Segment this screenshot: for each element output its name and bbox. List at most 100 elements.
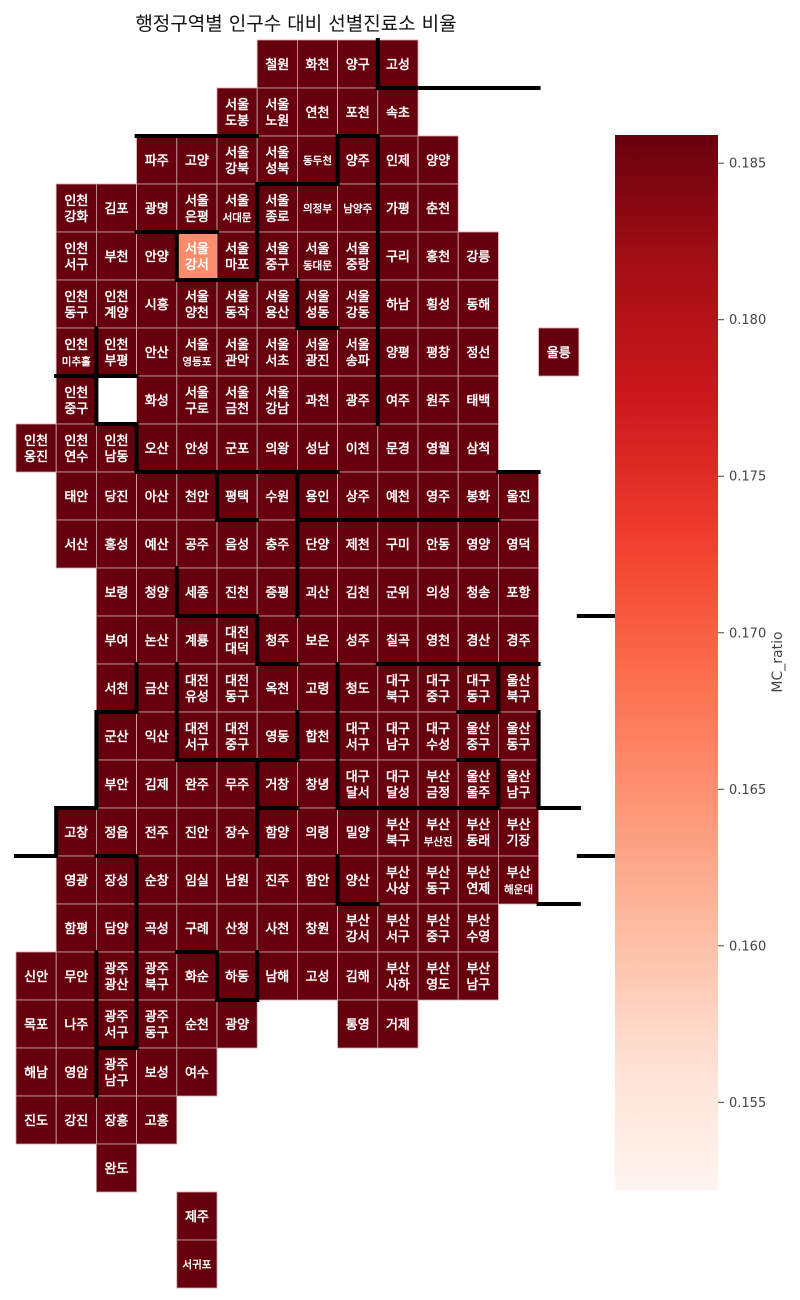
region-tile: 김해 <box>337 951 379 1001</box>
region-tile: 인천 강화 <box>55 183 97 233</box>
region-tile: 김천 <box>337 567 379 617</box>
region-label: 완도 <box>105 1162 129 1177</box>
region-label: 구례 <box>185 921 209 937</box>
region-label: 남원 <box>225 873 249 889</box>
region-cell <box>136 1095 178 1145</box>
region-cell <box>96 951 138 1001</box>
border-line <box>174 950 260 1002</box>
region-tile: 영덕 <box>497 519 539 569</box>
region-cell <box>176 1239 218 1289</box>
region-label: 강릉 <box>466 249 490 265</box>
region-tile: 화순 <box>176 951 218 1001</box>
region-label: 인천 연수 <box>64 433 88 465</box>
region-cell <box>136 423 178 473</box>
region-label: 부산 서구 <box>386 913 410 945</box>
region-label: 수원 <box>265 490 289 505</box>
region-label: 진주 <box>265 873 289 889</box>
region-tile: 익산 <box>136 711 178 761</box>
region-label: 부산 동구 <box>426 865 450 897</box>
region-label: 진천 <box>225 585 249 601</box>
region-tile: 의성 <box>417 567 459 617</box>
region-tile: 목포 <box>15 999 57 1049</box>
region-label: 영양 <box>466 538 490 553</box>
region-label: 과천 <box>306 394 330 409</box>
region-tile: 군산 <box>96 711 138 761</box>
region-tile: 울진 <box>497 471 539 521</box>
region-tile: 청양 <box>136 567 178 617</box>
border-line <box>335 854 380 906</box>
region-label: 신안 <box>24 969 48 985</box>
region-label: 하남 <box>386 297 410 313</box>
region-tile: 하동 <box>216 951 258 1001</box>
region-tile: 울산 중구 <box>457 711 499 761</box>
region-cell <box>256 471 298 521</box>
region-label: 인천 강화 <box>64 193 88 225</box>
region-cell <box>377 231 419 281</box>
region-tile: 양평 <box>377 327 419 377</box>
region-cell <box>216 471 258 521</box>
region-label: 가평 <box>386 201 410 217</box>
region-tile: 서울 동대문 <box>296 231 338 281</box>
region-tile: 부산 남구 <box>457 951 499 1001</box>
border-line <box>536 710 581 810</box>
region-tile: 서울 성북 <box>256 135 298 185</box>
region-cell <box>296 807 338 857</box>
region-tile: 동두천 <box>296 135 338 185</box>
region-tile: 진천 <box>216 567 258 617</box>
region-label: 광주 광산 <box>105 962 129 993</box>
region-cell <box>15 951 57 1001</box>
region-cell <box>337 711 379 761</box>
region-tile: 창원 <box>296 903 338 953</box>
region-tile: 담양 <box>96 903 138 953</box>
region-label: 진안 <box>185 825 209 841</box>
region-tile: 음성 <box>216 519 258 569</box>
region-label: 부산 기장 <box>507 817 531 849</box>
region-cell <box>55 519 97 569</box>
region-label: 양주 <box>346 154 370 169</box>
region-label: 서울 서대문 <box>223 193 252 224</box>
region-label: 김천 <box>346 586 370 601</box>
region-label: 영암 <box>64 1065 88 1081</box>
region-label: 서귀포 <box>182 1258 211 1271</box>
region-cell <box>136 327 178 377</box>
region-cell <box>296 855 338 905</box>
region-label: 논산 <box>145 633 169 649</box>
region-label: 청송 <box>466 585 490 601</box>
region-label: 부여 <box>105 633 129 649</box>
region-cell <box>256 519 298 569</box>
region-cell <box>377 135 419 185</box>
region-cell <box>96 615 138 665</box>
region-tile: 태백 <box>457 375 499 425</box>
region-label: 순창 <box>145 873 169 889</box>
region-label: 대전 서구 <box>185 721 209 753</box>
region-label: 안산 <box>145 345 169 361</box>
region-tile: 서울 도봉 <box>216 87 258 137</box>
region-tile: 부천 <box>96 231 138 281</box>
region-tile: 수원 <box>256 471 298 521</box>
region-tile: 구미 <box>377 519 419 569</box>
region-cell <box>417 903 459 953</box>
region-cell <box>176 855 218 905</box>
region-tile: 나주 <box>55 999 97 1049</box>
region-tile: 부산 동래 <box>457 807 499 857</box>
region-tile: 무안 <box>55 951 97 1001</box>
region-cell <box>96 807 138 857</box>
region-tile: 성남 <box>296 423 338 473</box>
region-cell <box>457 663 499 713</box>
region-label: 광주 남구 <box>105 1058 129 1089</box>
region-label: 서울 동작 <box>225 289 249 321</box>
region-tile: 인천 미추홀 <box>55 327 97 377</box>
region-cell <box>377 807 419 857</box>
region-label: 의정부 <box>303 202 332 215</box>
region-label: 함안 <box>306 873 330 889</box>
region-tile: 부산 연제 <box>457 855 499 905</box>
region-label: 고양 <box>185 154 209 169</box>
region-cell <box>296 375 338 425</box>
region-label: 동해 <box>466 297 490 313</box>
region-label: 제주 <box>185 1210 209 1225</box>
region-label: 인제 <box>386 153 410 169</box>
region-cell <box>96 1095 138 1145</box>
region-label: 홍천 <box>426 249 450 265</box>
region-cell <box>296 471 338 521</box>
